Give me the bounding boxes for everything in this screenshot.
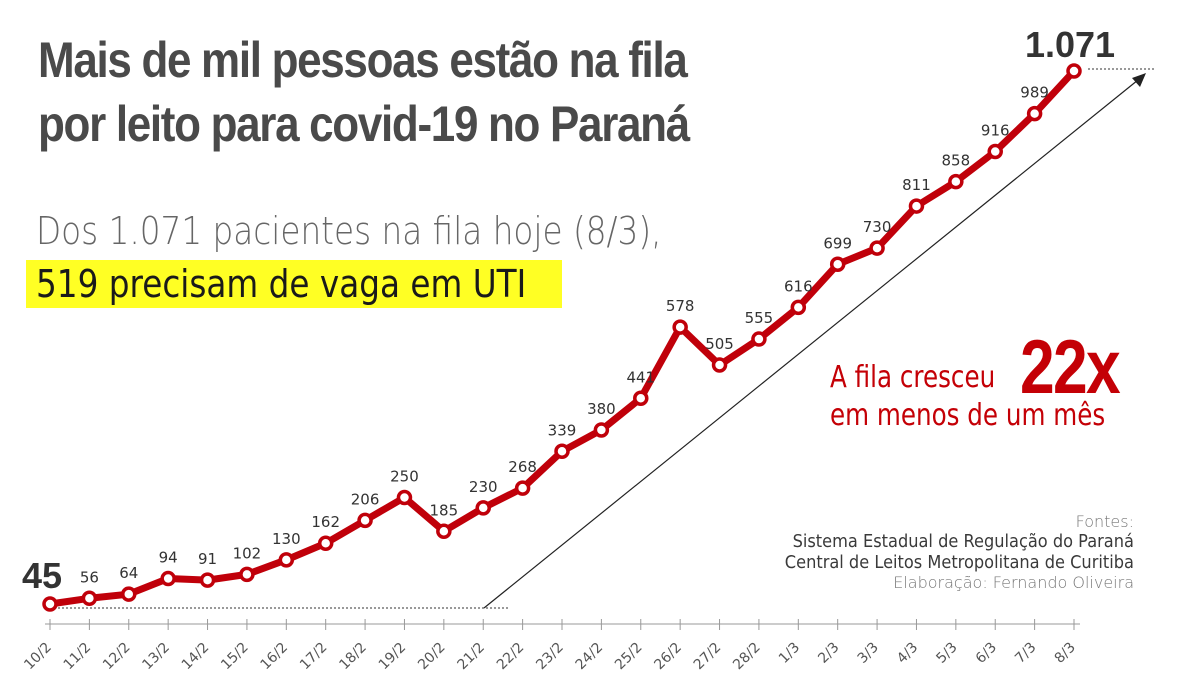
- data-label: 989: [1020, 84, 1049, 102]
- data-label: 916: [981, 122, 1010, 140]
- data-point: [121, 586, 137, 602]
- x-tick-label: 24/2: [573, 640, 607, 674]
- sources-heading: Fontes:: [1075, 512, 1134, 531]
- highlight-box: [26, 260, 562, 308]
- data-label: 102: [233, 544, 262, 562]
- x-tick-label: 12/2: [100, 640, 134, 674]
- data-label: 578: [666, 297, 695, 315]
- x-tick-label: 1/3: [776, 640, 803, 667]
- data-point: [711, 357, 728, 373]
- sources-block: Fontes: Sistema Estadual de Regulação do…: [746, 512, 1134, 592]
- data-point: [633, 390, 649, 407]
- x-tick-label: 6/3: [973, 640, 1000, 667]
- data-point: [317, 535, 334, 551]
- data-point: [751, 331, 767, 347]
- x-tick-label: 22/2: [494, 640, 528, 674]
- data-point: [829, 256, 846, 273]
- data-point: [160, 570, 176, 587]
- x-tick-label: 27/2: [691, 640, 725, 674]
- subtitle: Dos 1.071 pacientes na fila hoje (8/3),: [36, 209, 662, 253]
- x-tick-label: 8/3: [1052, 640, 1079, 667]
- data-label-last: 1.071: [1025, 24, 1115, 65]
- data-label: 268: [508, 458, 537, 476]
- data-label: 206: [351, 490, 380, 508]
- chart-title: Mais de mil pessoas estão na fila por le…: [38, 28, 760, 156]
- x-tick-label: 11/2: [61, 640, 95, 674]
- title-line-1: Mais de mil pessoas estão na fila: [38, 32, 688, 88]
- data-point: [199, 572, 216, 588]
- data-label: 380: [587, 400, 616, 418]
- growth-line-2: em menos de um mês: [830, 398, 1106, 433]
- x-tick-label: 28/2: [730, 640, 764, 674]
- x-tick-label: 17/2: [297, 640, 331, 674]
- data-label: 441: [626, 368, 655, 386]
- trend-arrow-line: [483, 79, 1139, 609]
- data-label: 616: [784, 277, 813, 295]
- trend-arrow-head: [1132, 73, 1146, 87]
- data-point: [81, 590, 98, 607]
- data-point: [396, 489, 413, 506]
- data-point: [42, 596, 58, 612]
- data-label: 162: [311, 513, 340, 531]
- source-2: Central de Leitos Metropolitana de Curit…: [784, 552, 1134, 573]
- x-tick-label: 15/2: [218, 640, 252, 674]
- data-label: 91: [198, 550, 217, 568]
- source-1: Sistema Estadual de Regulação do Paraná: [792, 531, 1134, 552]
- growth-factor: 22x: [1020, 325, 1121, 410]
- x-tick-label: 3/3: [855, 640, 882, 667]
- data-point: [475, 500, 491, 516]
- data-point: [278, 552, 295, 568]
- data-point: [554, 443, 570, 460]
- x-tick-label: 26/2: [651, 640, 685, 674]
- data-point: [514, 480, 531, 496]
- data-label: 250: [390, 468, 419, 486]
- growth-line-1: A fila cresceu: [830, 360, 996, 395]
- data-point: [790, 299, 807, 316]
- data-label: 811: [902, 176, 931, 194]
- data-point: [593, 422, 610, 438]
- x-tick-label: 19/2: [376, 640, 410, 674]
- data-point: [436, 523, 452, 540]
- x-tick-label: 13/2: [139, 640, 173, 674]
- data-label: 56: [80, 568, 99, 586]
- data-label: 730: [863, 218, 892, 236]
- data-point: [1026, 105, 1043, 122]
- data-label-first: 45: [22, 555, 62, 596]
- data-label: 858: [942, 152, 971, 170]
- data-point: [357, 512, 373, 529]
- data-label: 339: [548, 421, 577, 439]
- title-line-2: por leito para covid-19 no Paraná: [38, 96, 690, 152]
- data-point: [908, 198, 925, 214]
- x-tick-label: 23/2: [533, 640, 567, 674]
- data-point: [869, 240, 885, 256]
- data-label: 505: [705, 335, 734, 353]
- x-tick-label: 25/2: [612, 640, 646, 674]
- x-tick-label: 21/2: [455, 640, 489, 674]
- x-tick-label: 4/3: [894, 640, 921, 667]
- x-tick-label: 7/3: [1012, 640, 1039, 667]
- data-point: [987, 143, 1003, 160]
- data-point: [672, 319, 688, 335]
- x-tick-label: 18/2: [336, 640, 370, 674]
- data-point: [1066, 63, 1082, 79]
- x-tick-label: 2/3: [815, 640, 842, 667]
- data-label: 64: [119, 564, 138, 582]
- x-tick-label: 14/2: [179, 640, 213, 674]
- data-label: 130: [272, 530, 301, 548]
- data-label: 94: [159, 549, 178, 567]
- x-tick-label: 5/3: [933, 640, 960, 667]
- data-point: [239, 566, 255, 583]
- x-tick-label: 20/2: [415, 640, 449, 674]
- data-point: [948, 173, 964, 190]
- credit: Elaboração: Fernando Oliveira: [893, 573, 1134, 592]
- data-label: 230: [469, 478, 498, 496]
- highlight-text: 519 precisam de vaga em UTI: [36, 262, 527, 306]
- x-tick-label: 10/2: [21, 640, 55, 674]
- x-tick-label: 16/2: [258, 640, 292, 674]
- data-label: 185: [430, 501, 459, 519]
- data-label: 555: [745, 309, 774, 327]
- data-label: 699: [823, 234, 852, 252]
